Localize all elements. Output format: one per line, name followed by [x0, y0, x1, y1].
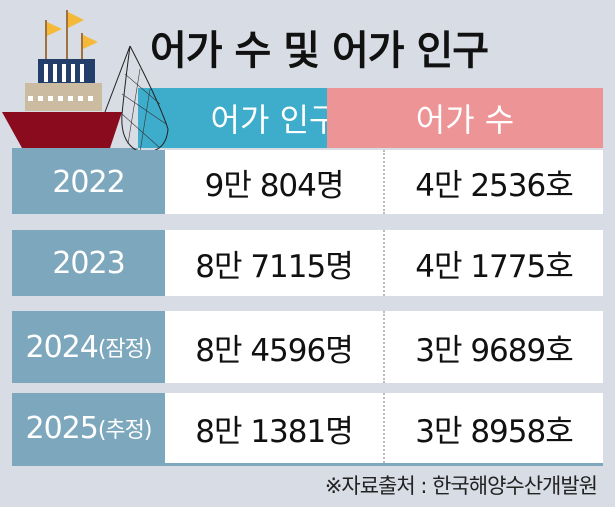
source-note: ※자료출처 : 한국해양수산개발원 [324, 474, 598, 498]
households-cell: 3만 8958호 [385, 393, 603, 463]
year-label: 2023 [52, 245, 125, 281]
table-bottom-border [12, 463, 603, 466]
year-cell: 2024 (잠정) [12, 311, 165, 383]
column-header-households: 어가 수 [327, 88, 603, 148]
population-cell: 9만 804명 [165, 150, 385, 214]
households-cell: 3만 9689호 [385, 311, 603, 383]
fishing-net-icon [104, 45, 169, 153]
households-cell: 4만 1775호 [385, 230, 603, 296]
table-row: 2022 9만 804명 4만 2536호 [12, 150, 603, 214]
year-note: (추정) [97, 418, 153, 443]
table-row: 2024 (잠정) 8만 4596명 3만 9689호 [12, 311, 603, 383]
year-label: 2025 [25, 410, 98, 446]
year-note: (잠정) [97, 337, 153, 362]
year-label: 2024 [25, 329, 98, 365]
year-cell: 2022 [12, 150, 165, 214]
population-cell: 8만 1381명 [165, 393, 385, 463]
table-row: 2025 (추정) 8만 1381명 3만 8958호 [12, 393, 603, 463]
year-cell: 2023 [12, 230, 165, 296]
page-title: 어가 수 및 어가 인구 [150, 28, 489, 74]
population-cell: 8만 7115명 [165, 230, 385, 296]
year-label: 2022 [52, 164, 125, 200]
households-cell: 4만 2536호 [385, 150, 603, 214]
population-cell: 8만 4596명 [165, 311, 385, 383]
year-cell: 2025 (추정) [12, 393, 165, 463]
table-row: 2023 8만 7115명 4만 1775호 [12, 230, 603, 296]
